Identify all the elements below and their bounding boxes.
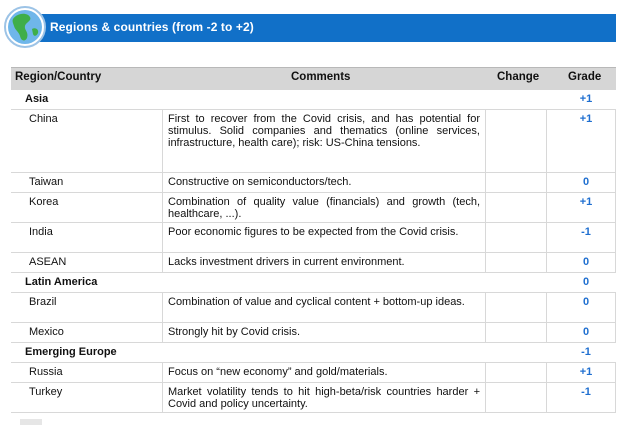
banner-title: Regions & countries (from -2 to +2)	[50, 20, 254, 34]
regions-table: Region/Country Comments Change Grade Asi…	[11, 67, 616, 413]
region-name: Latin America	[25, 276, 98, 288]
column-divider	[546, 193, 547, 222]
grade-value: +1	[579, 113, 593, 125]
country-name: Brazil	[29, 296, 57, 308]
column-divider	[615, 363, 616, 382]
column-divider	[485, 110, 486, 172]
table-body: Asia +1 China First to recover from the Cov…	[11, 90, 616, 413]
column-divider	[485, 223, 486, 252]
column-divider	[546, 293, 547, 322]
country-row: India Poor economic figures to be expecte…	[11, 223, 616, 253]
column-divider	[162, 363, 163, 382]
column-divider	[485, 363, 486, 382]
column-divider	[615, 253, 616, 272]
country-name: Korea	[29, 196, 59, 208]
grade-value: +1	[579, 93, 593, 105]
column-divider	[162, 110, 163, 172]
grade-value: 0	[582, 176, 590, 188]
table-header: Region/Country Comments Change Grade	[11, 67, 616, 90]
column-divider	[615, 110, 616, 172]
country-row: Brazil Combination of value and cyclical …	[11, 293, 616, 323]
comment-text: Combination of value and cyclical conten…	[168, 296, 465, 308]
column-divider	[546, 110, 547, 172]
comment-text: First to recover from the Covid crisis, …	[168, 113, 480, 149]
country-row: Korea Combination of quality value (finan…	[11, 193, 616, 223]
column-divider	[615, 223, 616, 252]
country-name: Mexico	[29, 326, 64, 338]
column-divider	[546, 383, 547, 412]
column-divider	[546, 363, 547, 382]
comment-text: Poor economic figures to be expected fro…	[168, 226, 459, 238]
globe-icon	[4, 6, 46, 48]
column-divider	[162, 193, 163, 222]
country-name: China	[29, 113, 58, 125]
comment-text: Focus on “new economy” and gold/material…	[168, 366, 388, 378]
comment-text: Constructive on semiconductors/tech.	[168, 176, 352, 188]
column-divider	[615, 173, 616, 192]
region-name: Asia	[25, 93, 49, 105]
country-row: Taiwan Constructive on semiconductors/tec…	[11, 173, 616, 193]
column-divider	[615, 293, 616, 322]
column-divider	[485, 383, 486, 412]
comment-text: Market volatility tends to hit high-beta…	[168, 386, 480, 410]
country-name: India	[29, 226, 53, 238]
column-divider	[546, 253, 547, 272]
grade-value: +1	[579, 366, 593, 378]
country-name: Turkey	[29, 386, 63, 398]
column-divider	[615, 323, 616, 342]
region-name: Emerging Europe	[25, 346, 117, 358]
column-divider	[162, 323, 163, 342]
grade-value: -1	[581, 386, 591, 398]
region-row: Asia +1	[11, 90, 616, 110]
column-divider	[546, 323, 547, 342]
country-row: Mexico Strongly hit by Covid crisis. 0	[11, 323, 616, 343]
column-divider	[162, 253, 163, 272]
header-change: Change	[497, 71, 540, 83]
column-divider	[546, 223, 547, 252]
column-divider	[162, 383, 163, 412]
country-row: China First to recover from the Covid cri…	[11, 110, 616, 173]
column-divider	[485, 293, 486, 322]
header-region: Region/Country	[15, 71, 102, 83]
grade-value: 0	[582, 296, 590, 308]
column-divider	[162, 293, 163, 322]
header-comments: Comments	[291, 71, 351, 83]
grade-value: 0	[582, 256, 590, 268]
column-divider	[485, 323, 486, 342]
region-row: Emerging Europe -1	[11, 343, 616, 363]
column-divider	[162, 173, 163, 192]
column-divider	[485, 173, 486, 192]
grade-value: 0	[582, 276, 590, 288]
column-divider	[546, 173, 547, 192]
country-row: Russia Focus on “new economy” and gold/ma…	[11, 363, 616, 383]
grade-value: +1	[579, 196, 593, 208]
column-divider	[162, 223, 163, 252]
footer-mark	[20, 419, 42, 425]
column-divider	[615, 383, 616, 412]
comment-text: Combination of quality value (financials…	[168, 196, 480, 220]
country-row: Turkey Market volatility tends to hit hig…	[11, 383, 616, 413]
grade-value: -1	[581, 346, 591, 358]
comment-text: Lacks investment drivers in current envi…	[168, 256, 405, 268]
header-grade: Grade	[568, 71, 602, 83]
country-name: ASEAN	[29, 256, 67, 268]
column-divider	[485, 253, 486, 272]
region-row: Latin America 0	[11, 273, 616, 293]
country-name: Taiwan	[29, 176, 64, 188]
column-divider	[615, 193, 616, 222]
country-name: Russia	[29, 366, 63, 378]
country-row: ASEAN Lacks investment drivers in current…	[11, 253, 616, 273]
section-banner: Regions & countries (from -2 to +2)	[20, 14, 616, 42]
column-divider	[485, 193, 486, 222]
comment-text: Strongly hit by Covid crisis.	[168, 326, 301, 338]
grade-value: 0	[582, 326, 590, 338]
grade-value: -1	[581, 226, 591, 238]
